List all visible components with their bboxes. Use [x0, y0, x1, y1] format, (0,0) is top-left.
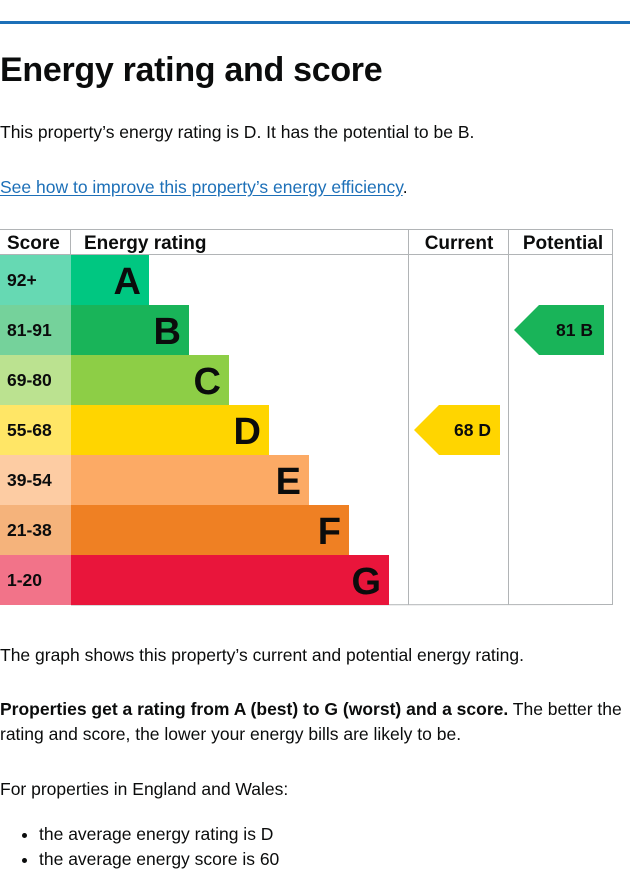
score-cell [0, 555, 71, 605]
top-rule [0, 21, 630, 24]
chart-bands: 92+ A 81-91 B 69-80 C 55-68 D 39-54 E 21-38 F 1-20 G [0, 255, 389, 605]
rating-bar-f [71, 505, 349, 555]
column-header: Potential [523, 233, 603, 254]
rating-bar-a [71, 255, 149, 305]
improve-efficiency-link[interactable]: See how to improve this property’s energ… [0, 177, 403, 197]
average-rating-item: the average energy rating is D [39, 822, 279, 847]
england-wales-note: For properties in England and Wales: [0, 779, 289, 799]
score-range-label: 55-68 [7, 420, 52, 440]
current-arrow [414, 405, 500, 455]
score-range-label: 81-91 [7, 320, 52, 340]
graph-description: The graph shows this property’s current … [0, 645, 525, 665]
rating-letter: C [194, 361, 221, 403]
score-range-label: 92+ [7, 270, 37, 290]
score-cell [0, 355, 71, 405]
rating-letter: B [154, 311, 181, 353]
rating-bar-c [71, 355, 229, 405]
rating-explanation-bold: Properties get a rating from A (best) to… [0, 699, 509, 719]
chart-arrows: 68 D 81 B [414, 305, 604, 455]
average-score-item: the average energy score is 60 [39, 847, 279, 872]
rating-bar-b [71, 305, 189, 355]
rating-bar-e [71, 455, 309, 505]
rating-explanation: Properties get a rating from A (best) to… [0, 697, 630, 747]
rating-letter: F [318, 511, 341, 553]
chart-header: Score Energy rating Current Potential [7, 233, 603, 254]
rating-bar-g [71, 555, 389, 605]
improve-link-period: . [402, 177, 408, 197]
score-range-label: 69-80 [7, 370, 52, 390]
rating-bar-d [71, 405, 269, 455]
score-range-label: 1-20 [7, 570, 42, 590]
rating-letter: A [114, 261, 141, 303]
score-cell [0, 405, 71, 455]
score-range-label: 39-54 [7, 470, 52, 490]
improve-paragraph: See how to improve this property’s energ… [0, 175, 408, 200]
rating-letter: G [351, 561, 381, 603]
rating-letter: E [276, 461, 301, 503]
score-range-label: 21-38 [7, 520, 52, 540]
column-header: Energy rating [84, 233, 206, 254]
energy-rating-chart: Score Energy rating Current Potential 92+ A 8… [0, 229, 614, 606]
potential-rating-label: 81 B [556, 320, 593, 340]
score-cell [0, 455, 71, 505]
score-cell [0, 505, 71, 555]
column-header: Score [7, 233, 60, 254]
rating-explanation-rest: The better the rating and score, the low… [0, 699, 622, 744]
column-header: Current [425, 233, 494, 254]
potential-arrow [514, 305, 604, 355]
averages-list: the average energy rating is D the avera… [0, 822, 279, 872]
page-title: Energy rating and score [0, 51, 383, 89]
rating-summary: This property’s energy rating is D. It h… [0, 122, 475, 142]
score-cell [0, 255, 71, 305]
rating-letter: D [234, 411, 261, 453]
current-rating-label: 68 D [454, 420, 491, 440]
score-cell [0, 305, 71, 355]
